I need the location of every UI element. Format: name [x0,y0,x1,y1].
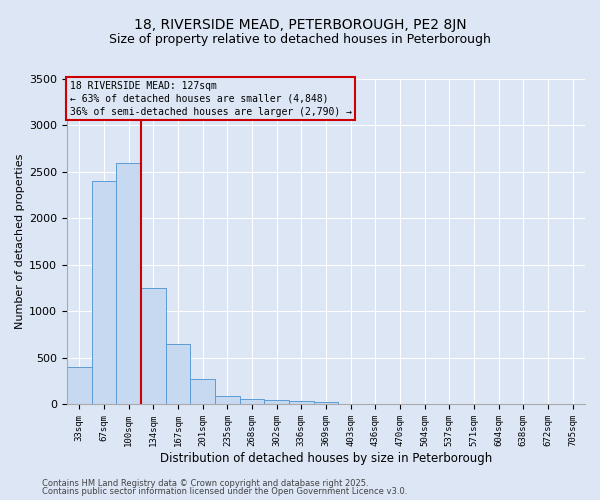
Text: 18 RIVERSIDE MEAD: 127sqm
← 63% of detached houses are smaller (4,848)
36% of se: 18 RIVERSIDE MEAD: 127sqm ← 63% of detac… [70,80,352,117]
Y-axis label: Number of detached properties: Number of detached properties [15,154,25,330]
Bar [141,288,166,405]
Bar [92,182,116,404]
Text: 18, RIVERSIDE MEAD, PETERBOROUGH, PE2 8JN: 18, RIVERSIDE MEAD, PETERBOROUGH, PE2 8J… [134,18,466,32]
Bar [116,162,141,404]
Bar [265,400,289,404]
Bar [67,368,92,405]
Text: Contains public sector information licensed under the Open Government Licence v3: Contains public sector information licen… [42,487,407,496]
Bar [239,400,265,404]
Text: Contains HM Land Registry data © Crown copyright and database right 2025.: Contains HM Land Registry data © Crown c… [42,478,368,488]
Bar [314,402,338,404]
X-axis label: Distribution of detached houses by size in Peterborough: Distribution of detached houses by size … [160,452,492,465]
Bar [215,396,239,404]
Bar [166,344,190,405]
Bar [289,401,314,404]
Text: Size of property relative to detached houses in Peterborough: Size of property relative to detached ho… [109,32,491,46]
Bar [190,380,215,404]
